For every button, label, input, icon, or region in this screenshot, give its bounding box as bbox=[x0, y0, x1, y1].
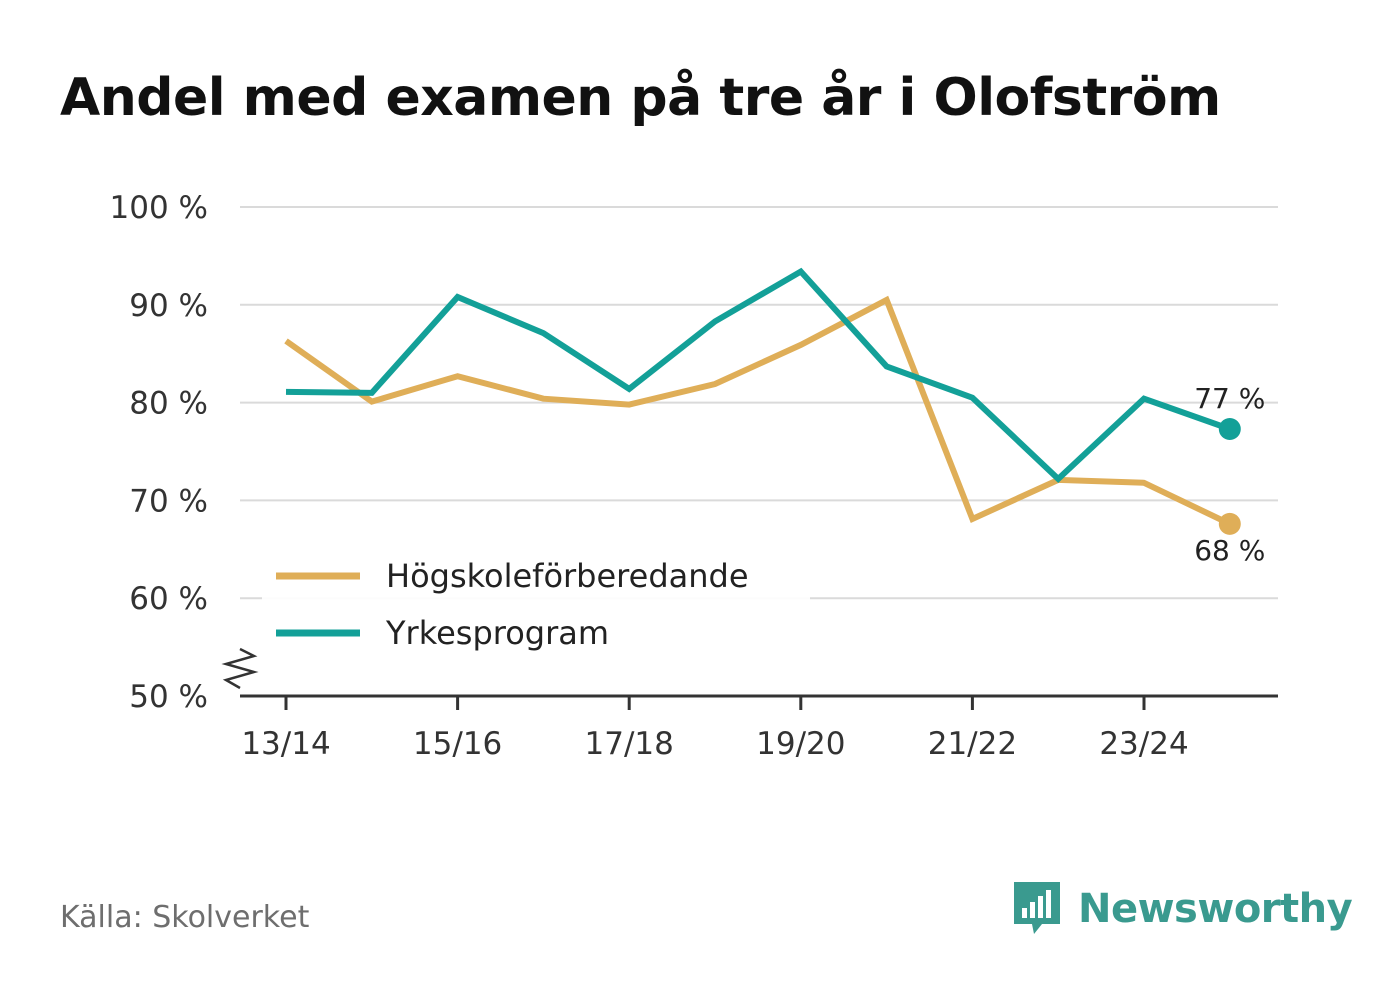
x-tick-label: 13/14 bbox=[241, 726, 330, 762]
legend-label: Yrkesprogram bbox=[385, 614, 609, 652]
series-group: 68 % 77 % bbox=[284, 267, 1265, 567]
series-line-hogskoleforberedande bbox=[284, 295, 1232, 527]
legend: Högskoleförberedande Yrkesprogram bbox=[262, 548, 810, 666]
brand-logo[interactable]: Newsworthy bbox=[1010, 878, 1353, 940]
chart-title: Andel med examen på tre år i Olofström bbox=[60, 68, 1221, 128]
end-point bbox=[1218, 418, 1241, 441]
end-label: 68 % bbox=[1194, 534, 1265, 567]
x-tick-label: 21/22 bbox=[928, 726, 1017, 762]
y-tick-label: 70 % bbox=[129, 483, 208, 519]
grid-lines bbox=[240, 206, 1278, 600]
source-text: Källa: Skolverket bbox=[60, 900, 310, 935]
y-tick-label: 80 % bbox=[129, 386, 208, 422]
x-axis: 13/14 15/16 17/18 19/20 21/22 23/24 bbox=[240, 694, 1278, 762]
x-tick-label: 23/24 bbox=[1099, 726, 1188, 762]
x-tick-label: 17/18 bbox=[585, 726, 674, 762]
y-tick-label: 90 % bbox=[129, 288, 208, 324]
y-tick-label: 100 % bbox=[110, 190, 208, 226]
axis-break-zigzag bbox=[221, 647, 259, 690]
bar-chart-speech-bubble-icon bbox=[1014, 882, 1060, 934]
y-axis: 50 % 60 % 70 % 80 % 90 % 100 % bbox=[110, 190, 208, 715]
axis-break-icon bbox=[221, 647, 259, 690]
end-point bbox=[1218, 512, 1241, 535]
legend-background bbox=[262, 548, 810, 666]
legend-label: Högskoleförberedande bbox=[386, 557, 749, 595]
brand-name: Newsworthy bbox=[1078, 886, 1353, 932]
x-tick-label: 15/16 bbox=[413, 726, 502, 762]
y-tick-label: 60 % bbox=[129, 581, 208, 617]
x-tick-label: 19/20 bbox=[756, 726, 845, 762]
series-line-yrkesprogram bbox=[285, 267, 1231, 484]
end-label: 77 % bbox=[1194, 382, 1265, 415]
line-chart: 50 % 60 % 70 % 80 % 90 % 100 % 13/14 15/16 17/1… bbox=[110, 190, 1278, 762]
y-tick-label: 50 % bbox=[129, 679, 208, 715]
